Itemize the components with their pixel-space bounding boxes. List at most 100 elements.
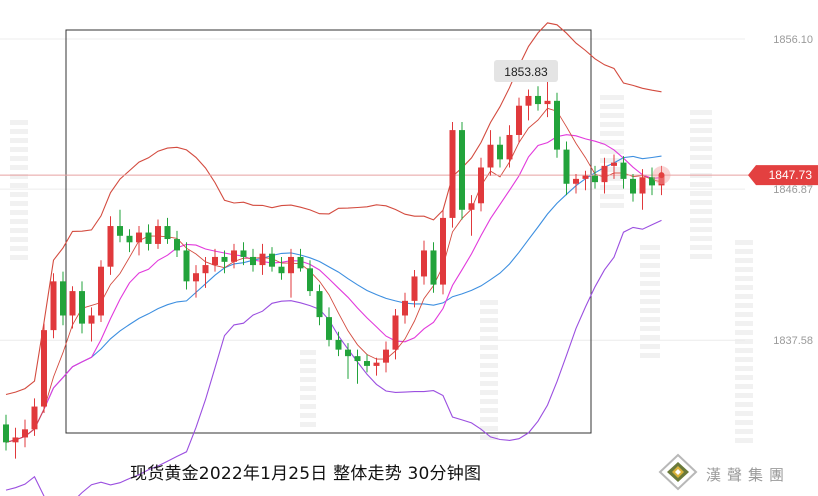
candle	[259, 243, 266, 275]
candle-body	[12, 437, 19, 443]
candles	[3, 76, 665, 459]
bg-block	[690, 200, 712, 205]
candle	[535, 86, 541, 111]
candle-body	[582, 175, 589, 179]
candle-body	[430, 250, 437, 285]
candle-body	[31, 406, 38, 430]
candle	[269, 247, 275, 272]
bg-block	[300, 368, 316, 373]
bg-block	[640, 317, 660, 322]
candle-body	[250, 256, 256, 266]
candle	[297, 248, 304, 272]
bg-block	[640, 326, 660, 331]
bg-block	[480, 300, 498, 305]
bg-block	[735, 366, 753, 371]
peak-label: 1853.83	[504, 65, 548, 79]
bg-block	[640, 290, 660, 295]
bg-block	[10, 192, 28, 197]
candle-body	[620, 162, 627, 179]
bg-block	[300, 377, 316, 382]
candle	[155, 219, 161, 249]
bg-block	[480, 345, 498, 350]
candle-body	[98, 266, 104, 316]
bg-block	[640, 335, 660, 340]
bg-block	[690, 236, 712, 241]
bg-block	[735, 393, 753, 398]
candle	[459, 121, 465, 220]
candle-body	[516, 105, 522, 135]
bg-block	[640, 245, 660, 250]
candle-body	[259, 253, 266, 266]
bg-block	[690, 182, 712, 187]
bg-block	[300, 395, 316, 400]
candle	[649, 167, 655, 196]
bg-block	[735, 330, 753, 335]
candle	[592, 165, 598, 189]
bg-block	[600, 104, 624, 109]
candle-body	[3, 424, 9, 443]
candle	[354, 349, 361, 384]
bg-block	[480, 390, 498, 395]
bg-block	[735, 384, 753, 389]
bg-block	[600, 203, 624, 208]
candle-body	[630, 178, 636, 194]
candle	[69, 286, 76, 329]
chart-gridlines	[0, 38, 745, 341]
candle	[430, 242, 437, 293]
candle-body	[592, 175, 598, 183]
bg-block	[300, 350, 316, 355]
candle-body	[41, 330, 47, 407]
candle	[117, 209, 123, 243]
candle-body	[658, 175, 665, 186]
candle-body	[544, 100, 551, 105]
candle-body	[478, 167, 484, 204]
candle	[250, 248, 256, 272]
candle	[98, 260, 104, 322]
candle	[212, 248, 218, 272]
bg-block	[300, 413, 316, 418]
candle-body	[231, 250, 237, 262]
bg-block	[10, 129, 28, 134]
candle	[231, 243, 237, 269]
bg-block	[735, 240, 753, 245]
upper-band-line	[5, 22, 662, 396]
background-pattern	[10, 95, 753, 443]
candle	[506, 125, 513, 168]
bg-block	[735, 357, 753, 362]
bg-block	[735, 420, 753, 425]
candle	[278, 256, 285, 280]
bg-block	[735, 276, 753, 281]
candle	[563, 141, 570, 196]
current-price-tag: 1847.73	[748, 165, 818, 186]
bg-block	[690, 119, 712, 124]
bg-block	[10, 183, 28, 188]
candle-body	[212, 256, 218, 266]
bg-block	[735, 303, 753, 308]
candle	[60, 271, 66, 326]
candle	[174, 230, 180, 257]
candle	[478, 157, 484, 212]
candle-body	[278, 266, 285, 274]
candle	[525, 89, 532, 121]
candle-body	[193, 273, 199, 282]
candle-body	[497, 144, 503, 160]
candle	[221, 250, 228, 274]
candle-body	[535, 95, 541, 105]
peak-annotation: 1853.83	[494, 60, 558, 82]
bg-block	[690, 227, 712, 232]
candle-body	[639, 177, 646, 194]
bg-block	[600, 149, 624, 154]
bg-block	[480, 381, 498, 386]
bg-block	[300, 386, 316, 391]
candle-body	[506, 134, 513, 160]
candle	[79, 281, 85, 334]
bg-block	[300, 404, 316, 409]
bg-block	[735, 402, 753, 407]
bg-block	[480, 399, 498, 404]
bg-block	[480, 318, 498, 323]
chart-caption: 现货黄金2022年1月25日 整体走势 30分钟图	[130, 464, 482, 484]
candle	[88, 307, 95, 342]
candle-body	[563, 149, 570, 184]
bg-block	[10, 210, 28, 215]
